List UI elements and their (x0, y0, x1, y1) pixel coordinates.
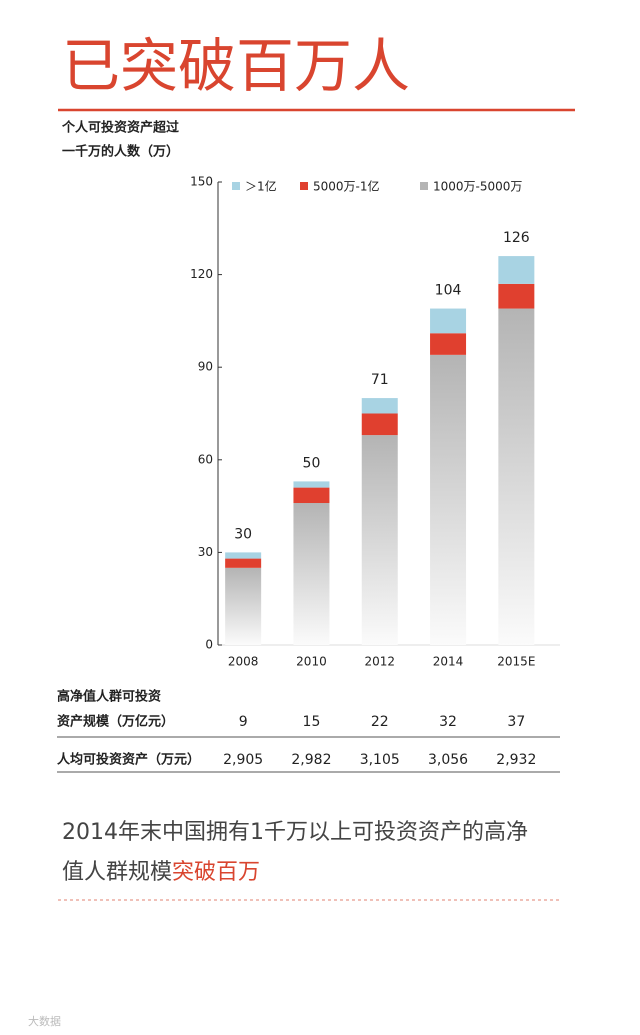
bar-segment (498, 308, 535, 645)
x-tick-label: 2010 (296, 655, 327, 669)
cell: 2,932 (496, 752, 536, 768)
y-tick-label: 90 (198, 360, 213, 374)
bar-segment (293, 481, 330, 488)
cell: 15 (303, 714, 321, 730)
cell: 9 (239, 714, 248, 730)
bar-segment (361, 435, 398, 645)
cell: 2,982 (291, 752, 331, 768)
x-tick-label: 2012 (364, 655, 395, 669)
cell: 3,056 (428, 752, 468, 768)
bar-segment (225, 567, 262, 645)
row-label: 资产规模（万亿元） (57, 714, 174, 730)
bar-segment (293, 503, 330, 645)
legend-swatch (420, 182, 428, 190)
total-label: 104 (435, 283, 462, 299)
cell: 37 (507, 714, 525, 730)
bar-segment (430, 354, 467, 645)
bar-segment (430, 308, 467, 334)
footer-text: 值人群规模 (62, 860, 172, 885)
legend-swatch (300, 182, 308, 190)
cell: 2,905 (223, 752, 263, 768)
bar-segment (225, 552, 262, 559)
bar-segment (361, 413, 398, 436)
total-label: 126 (503, 230, 530, 246)
bar-segment (430, 333, 467, 355)
y-tick-label: 0 (205, 638, 213, 652)
y-tick-label: 60 (198, 452, 213, 466)
bar-segment (293, 487, 330, 504)
bar-segment (498, 283, 535, 309)
y-tick-label: 120 (190, 267, 213, 281)
legend-label: 5000万-1亿 (313, 179, 380, 194)
cell: 22 (371, 714, 389, 730)
legend-label: 1000万-5000万 (433, 180, 522, 194)
bar-segment (498, 256, 535, 284)
bar-segment (361, 398, 398, 414)
x-tick-label: 2014 (433, 655, 464, 669)
y-label: 个人可投资资产超过 (61, 120, 179, 136)
y-tick-label: 150 (190, 175, 213, 189)
legend-swatch (232, 182, 240, 190)
cell: 32 (439, 714, 457, 730)
row-label: 高净值人群可投资 (57, 689, 161, 705)
footer-text: 2014年末中国拥有1千万以上可投资资产的高净 (62, 820, 528, 845)
y-label: 一千万的人数（万） (62, 144, 179, 160)
watermark: 大数据 (28, 1014, 61, 1028)
title: 已突破百万人 (62, 32, 410, 100)
footer-highlight: 突破百万 (172, 860, 260, 885)
total-label: 71 (371, 372, 389, 388)
bar-segment (225, 558, 262, 568)
total-label: 50 (303, 455, 321, 471)
x-tick-label: 2015E (497, 655, 535, 669)
footer-text: 值人群规模突破百万 (62, 860, 260, 885)
cell: 3,105 (360, 752, 400, 768)
y-tick-label: 30 (198, 545, 213, 559)
total-label: 30 (234, 526, 252, 542)
legend-label: ＞1亿 (245, 179, 277, 194)
row-label: 人均可投资资产（万元） (57, 752, 200, 768)
x-tick-label: 2008 (228, 655, 259, 669)
